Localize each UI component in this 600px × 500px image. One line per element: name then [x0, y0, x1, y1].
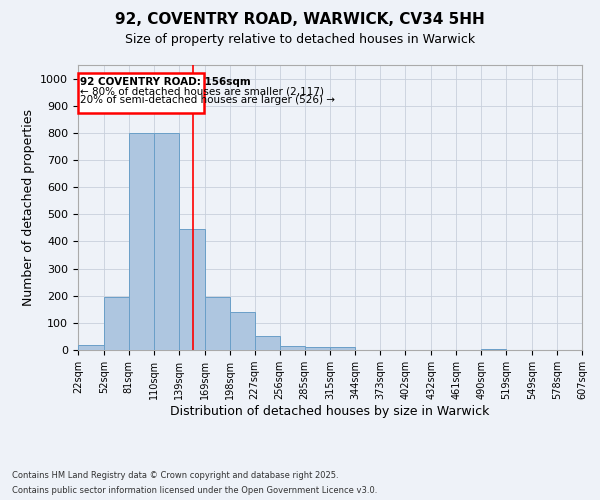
Text: 20% of semi-detached houses are larger (526) →: 20% of semi-detached houses are larger (…	[80, 95, 335, 105]
Y-axis label: Number of detached properties: Number of detached properties	[22, 109, 35, 306]
Bar	[331, 348, 355, 350]
Bar	[305, 348, 331, 350]
Text: Contains public sector information licensed under the Open Government Licence v3: Contains public sector information licen…	[12, 486, 377, 495]
Bar	[179, 229, 205, 350]
Bar	[154, 133, 179, 350]
Bar	[78, 344, 104, 350]
Text: 92, COVENTRY ROAD, WARWICK, CV34 5HH: 92, COVENTRY ROAD, WARWICK, CV34 5HH	[115, 12, 485, 28]
Bar	[481, 348, 506, 350]
Text: Contains HM Land Registry data © Crown copyright and database right 2025.: Contains HM Land Registry data © Crown c…	[12, 471, 338, 480]
Bar	[104, 297, 129, 350]
X-axis label: Distribution of detached houses by size in Warwick: Distribution of detached houses by size …	[170, 405, 490, 418]
Bar	[78, 72, 204, 114]
Text: 92 COVENTRY ROAD: 156sqm: 92 COVENTRY ROAD: 156sqm	[80, 78, 250, 88]
Bar	[230, 312, 254, 350]
Bar	[280, 346, 305, 350]
Bar	[254, 336, 280, 350]
Text: ← 80% of detached houses are smaller (2,117): ← 80% of detached houses are smaller (2,…	[80, 86, 324, 96]
Text: Size of property relative to detached houses in Warwick: Size of property relative to detached ho…	[125, 32, 475, 46]
Bar	[205, 297, 230, 350]
Bar	[129, 133, 154, 350]
